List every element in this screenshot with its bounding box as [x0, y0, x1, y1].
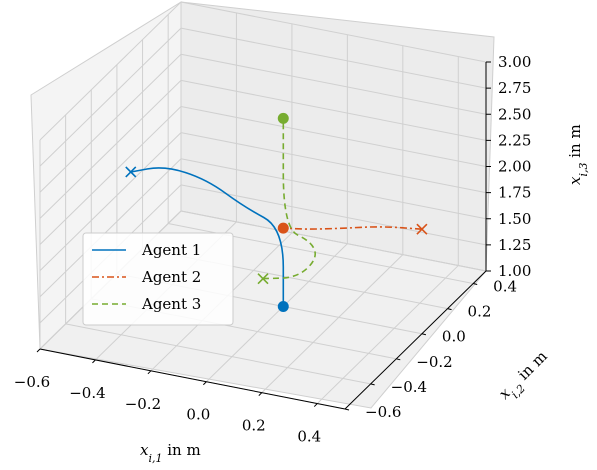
- y-tick-label: 0.0: [442, 328, 466, 346]
- grid-line-z-left: [39, 132, 182, 271]
- y-axis-label: xi,2 in m: [495, 347, 555, 407]
- grid-line-z-left: [39, 1, 182, 141]
- grid-lines: [39, 1, 487, 410]
- grid-line-z-left: [39, 27, 182, 167]
- grid-line-z-back: [180, 53, 487, 115]
- legend: Agent 1 Agent 2 Agent 3: [82, 232, 234, 326]
- legend-label-2: Agent 2: [141, 268, 201, 286]
- grid-line-z-back: [180, 132, 487, 194]
- tick-labels: −0.6−0.4−0.20.00.20.4−0.6−0.4−0.20.00.20…: [14, 53, 532, 446]
- axis-lines: [36, 61, 491, 411]
- y-tick-mark: [344, 408, 350, 411]
- z-tick-label: 1.00: [498, 262, 531, 280]
- legend-label-1: Agent 1: [141, 241, 201, 259]
- grid-line-z-back: [180, 1, 487, 63]
- grid-line-z-back: [180, 27, 487, 89]
- x-tick-label: −0.2: [125, 395, 161, 413]
- z-tick-label: 1.75: [498, 184, 531, 202]
- y-tick-label: 0.4: [493, 278, 517, 296]
- grid-line-z-left: [39, 80, 182, 219]
- y-axis-line: [344, 270, 487, 410]
- series-end-marker-1: [277, 300, 289, 312]
- y-tick-label: −0.2: [416, 353, 452, 371]
- y-tick-mark: [447, 308, 452, 311]
- x-tick-label: 0.0: [186, 406, 210, 424]
- x-tick-label: −0.6: [14, 373, 50, 391]
- z-tick-label: 3.00: [498, 53, 531, 71]
- x-tick-mark: [147, 370, 152, 375]
- x-tick-label: 0.2: [242, 417, 266, 435]
- grid-line-z-left: [39, 158, 182, 298]
- x-tick-mark: [313, 403, 318, 407]
- x-axis-label: xi,1 in m: [140, 441, 201, 465]
- grid-line-z-back: [180, 184, 487, 246]
- series-start-marker-1: [125, 166, 137, 178]
- y-tick-label: −0.6: [365, 403, 401, 421]
- y-tick-mark: [421, 333, 427, 336]
- grid-line-z-back: [180, 106, 487, 167]
- x-tick-mark: [258, 392, 263, 396]
- y-tick-label: −0.4: [391, 378, 427, 396]
- x-tick-mark: [92, 359, 96, 364]
- series-end-marker-3: [277, 112, 289, 124]
- series-start-marker-2: [416, 223, 428, 235]
- series-end-marker-2: [277, 222, 289, 234]
- legend-box: [82, 232, 234, 326]
- grid-line-z-back: [180, 210, 487, 272]
- y-tick-mark: [473, 283, 478, 286]
- series-start-marker-3: [257, 273, 269, 285]
- grid-line-y-floor: [65, 323, 371, 385]
- grid-line-z-left: [39, 53, 182, 193]
- legend-label-3: Agent 3: [141, 295, 201, 313]
- y-tick-label: 0.2: [468, 303, 492, 321]
- z-axis-label: xi,3 in m: [566, 124, 590, 185]
- x-tick-label: −0.4: [69, 384, 105, 402]
- series-line-2: [283, 226, 422, 230]
- z-tick-label: 2.00: [498, 158, 531, 176]
- z-tick-label: 1.25: [498, 236, 531, 254]
- grid-line-z-back: [180, 79, 487, 141]
- grid-line-z-left: [39, 106, 182, 245]
- y-tick-mark: [370, 383, 375, 386]
- series-line-1: [130, 167, 285, 307]
- series-markers: [125, 112, 428, 312]
- z-tick-label: 1.50: [498, 210, 531, 228]
- series-line-3: [262, 118, 316, 280]
- grid-line-x-floor: [316, 265, 459, 404]
- series-lines: [130, 118, 422, 307]
- grid-line-x-floor: [206, 243, 348, 383]
- x-tick-mark: [36, 348, 41, 353]
- z-tick-label: 2.75: [498, 79, 531, 97]
- y-tick-mark: [396, 358, 401, 361]
- grid-line-x-floor: [261, 254, 404, 393]
- z-tick-label: 2.25: [498, 131, 531, 149]
- x-tick-label: 0.4: [297, 428, 321, 446]
- x-axis-line: [39, 348, 346, 410]
- z-tick-label: 2.50: [498, 105, 531, 123]
- grid-line-z-back: [180, 158, 487, 220]
- x-tick-mark: [203, 381, 207, 386]
